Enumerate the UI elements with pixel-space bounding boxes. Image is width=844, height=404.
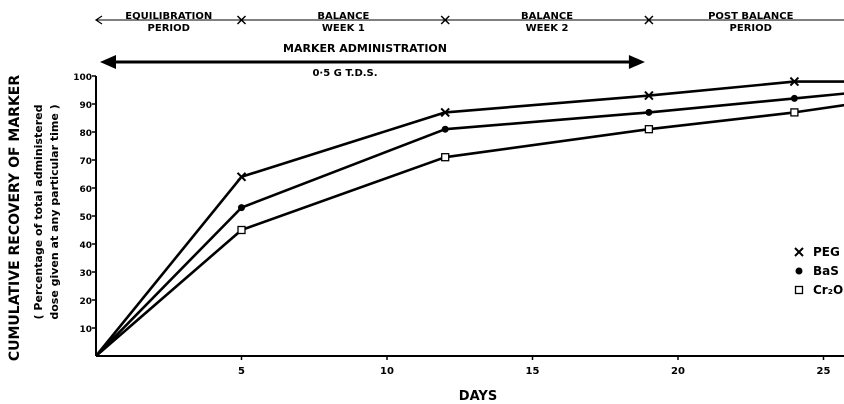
series-1-point-3 (644, 90, 654, 101)
x-tick-label-20: 20 (671, 366, 685, 377)
series-2-point-3 (645, 108, 653, 116)
legend-label-2: BaS (813, 264, 839, 278)
y-axis-sublabel-1: ( Percentage of total administered (32, 105, 45, 320)
series-1 (94, 76, 844, 357)
period-label-1-line-1: EQUILIBRATION (125, 11, 212, 22)
administration-arrow-head-left (100, 55, 116, 69)
series-2-point-1 (238, 204, 245, 212)
x-tick-label-5: 5 (238, 366, 245, 377)
y-axis-label: CUMULATIVE RECOVERY OF MARKER (7, 75, 23, 362)
x-tick-label-10: 10 (380, 366, 394, 377)
period-label-4-line-1: POST BALANCE (708, 11, 794, 22)
legend: PEG BaS Cr₂O (794, 245, 843, 297)
series-2 (95, 92, 844, 357)
y-tick-label-20: 20 (79, 297, 92, 307)
period-label-3-line-1: BALANCE (521, 11, 573, 22)
y-tick-label-100: 100 (73, 73, 92, 83)
legend-label-1: PEG (813, 245, 840, 259)
series-3-line (95, 103, 844, 357)
period-boundary-2 (440, 15, 450, 25)
series-2-point-4 (790, 94, 798, 102)
period-label-2-line-2: WEEK 1 (322, 23, 365, 34)
series-group (94, 76, 844, 357)
x-tick-label-15: 15 (526, 366, 540, 377)
series-3-point-2 (441, 153, 450, 162)
legend-marker-3 (794, 285, 804, 295)
x-tick-label-25: 25 (817, 366, 831, 377)
y-tick-label-10: 10 (79, 325, 92, 335)
y-tick-label-40: 40 (79, 241, 92, 251)
series-2-point-2 (441, 125, 449, 133)
period-label-2-line-1: BALANCE (317, 11, 369, 22)
series-3-point-4 (790, 108, 799, 117)
legend-marker-1 (794, 247, 804, 257)
series-1-point-2 (440, 107, 450, 118)
administration-arrow-head-right (628, 55, 645, 69)
y-axis-sublabel-2: dose given at any particular time ) (48, 104, 61, 319)
legend-label-3: Cr₂O (813, 283, 843, 297)
y-tick-label-50: 50 (79, 213, 92, 223)
period-boundary-3 (644, 15, 654, 25)
administration-dose: 0·5 G T.D.S. (312, 68, 377, 79)
period-label-1-line-2: PERIOD (148, 23, 190, 34)
series-1-line (94, 80, 844, 357)
series-3-point-3 (644, 125, 654, 134)
y-tick-label-70: 70 (79, 157, 92, 167)
y-tick-label-30: 30 (79, 269, 92, 279)
period-boundary-1 (236, 15, 247, 25)
period-bar-arrow-left (94, 15, 103, 25)
series-3 (95, 103, 844, 357)
period-label-4-line-2: PERIOD (730, 23, 772, 34)
marker-administration-arrow: MARKER ADMINISTRATION 0·5 G T.D.S. (100, 42, 645, 79)
y-tick-label-90: 90 (79, 101, 92, 111)
series-1-point-1 (236, 172, 247, 182)
y-tick-label-60: 60 (79, 185, 92, 195)
axes: 10 20 30 40 50 60 70 80 90 100 5 10 15 20 25 (73, 73, 844, 377)
legend-marker-2 (795, 267, 803, 275)
y-tick-label-80: 80 (79, 129, 92, 139)
series-1-point-4 (789, 76, 800, 87)
x-axis-label: DAYS (459, 389, 497, 404)
period-label-3-line-2: WEEK 2 (526, 23, 569, 34)
series-3-point-1 (237, 225, 246, 235)
administration-label: MARKER ADMINISTRATION (283, 42, 447, 55)
series-2-line (95, 92, 844, 357)
